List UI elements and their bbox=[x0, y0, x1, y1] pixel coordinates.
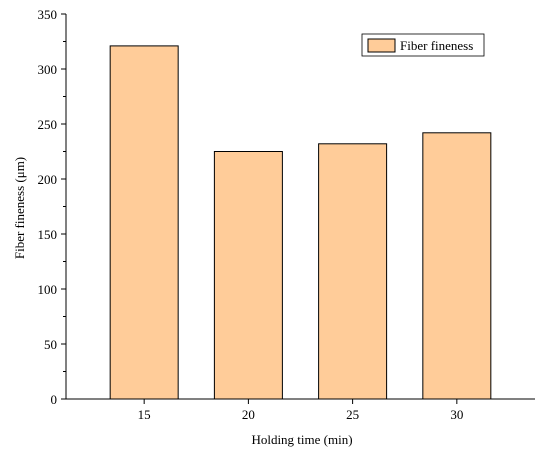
bars-group bbox=[109, 45, 492, 400]
bar-20 bbox=[213, 151, 283, 400]
bar-25 bbox=[318, 143, 388, 400]
x-tick-label-15: 15 bbox=[138, 407, 151, 422]
y-tick-label-300: 300 bbox=[38, 62, 58, 77]
y-axis-title: Fiber fineness (μm) bbox=[12, 157, 27, 259]
bar-15 bbox=[109, 45, 179, 400]
ticks-group: 0 50 100 150 200 250 300 350 15 20 25 30 bbox=[38, 7, 464, 422]
y-tick-label-100: 100 bbox=[38, 282, 58, 297]
bar-30 bbox=[422, 132, 492, 400]
legend-label: Fiber fineness bbox=[400, 38, 473, 53]
legend: Fiber fineness bbox=[361, 33, 485, 57]
x-tick-label-20: 20 bbox=[242, 407, 255, 422]
y-tick-label-150: 150 bbox=[38, 227, 58, 242]
x-tick-label-30: 30 bbox=[450, 407, 463, 422]
y-tick-label-350: 350 bbox=[38, 7, 58, 22]
x-axis-title: Holding time (min) bbox=[251, 432, 352, 447]
y-tick-label-200: 200 bbox=[38, 172, 58, 187]
y-tick-label-250: 250 bbox=[38, 117, 58, 132]
y-tick-label-0: 0 bbox=[51, 392, 58, 407]
x-tick-label-25: 25 bbox=[346, 407, 359, 422]
y-tick-label-50: 50 bbox=[44, 337, 57, 352]
legend-swatch bbox=[367, 38, 396, 53]
